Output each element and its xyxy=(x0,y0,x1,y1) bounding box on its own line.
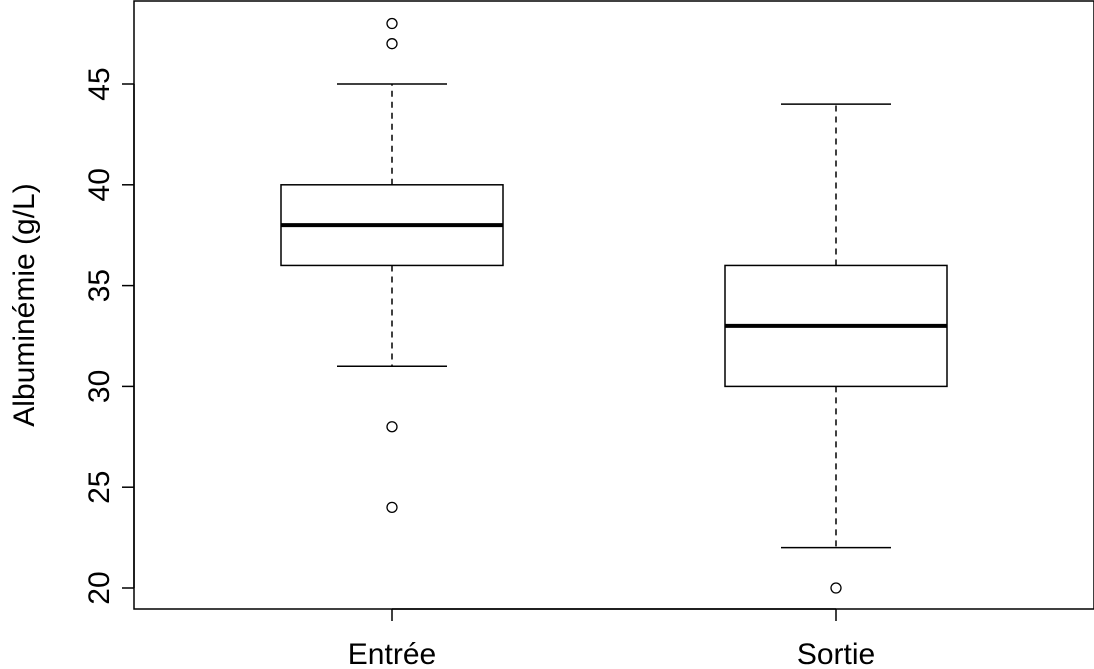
box-group-1 xyxy=(280,17,504,514)
box-group-2 xyxy=(724,103,948,594)
y-tick-label: 45 xyxy=(83,67,116,100)
y-tick-label: 40 xyxy=(83,168,116,201)
outlier-point xyxy=(386,38,398,50)
boxes xyxy=(280,17,948,594)
outlier-point xyxy=(386,17,398,30)
plot-frame xyxy=(133,0,1094,610)
outlier-point xyxy=(830,582,842,594)
outlier-point xyxy=(386,501,398,514)
x-axis: Entrée Sortie xyxy=(348,608,875,669)
y-axis-title: Albuminémie (g/L) xyxy=(8,183,41,426)
y-tick-label: 25 xyxy=(83,471,116,504)
y-tick-label: 35 xyxy=(83,269,116,302)
x-tick-label: Entrée xyxy=(348,638,436,669)
y-tick-label: 20 xyxy=(83,571,116,604)
y-axis: 20 25 30 35 40 45 xyxy=(83,67,135,605)
outlier-point xyxy=(386,421,398,433)
y-tick-label: 30 xyxy=(83,370,116,403)
x-tick-label: Sortie xyxy=(797,638,875,669)
